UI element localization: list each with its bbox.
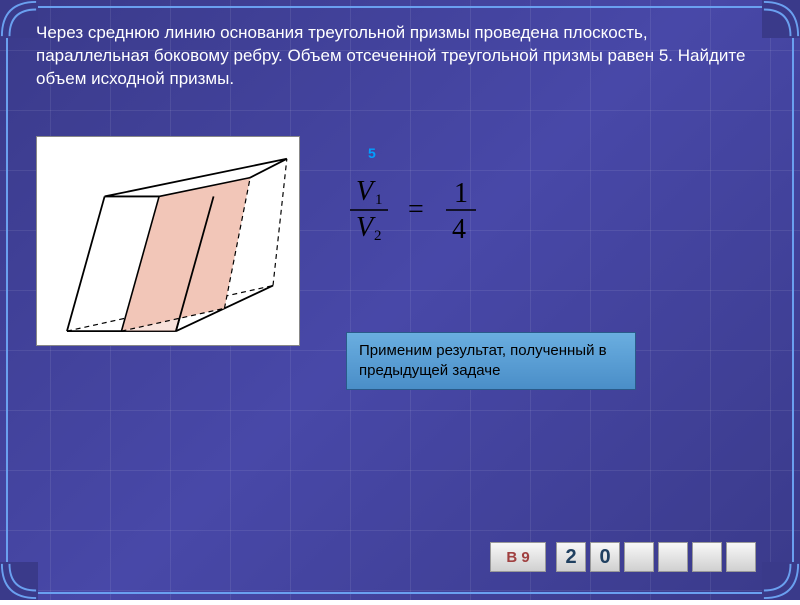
hint-text: Применим результат, полученный в предыду… — [359, 342, 607, 379]
corner-decoration-bl — [0, 562, 38, 600]
slide: Через среднюю линию основания треугольно… — [0, 0, 800, 600]
svg-text:V: V — [356, 212, 376, 243]
corner-decoration-tl — [0, 0, 38, 38]
answer-cell-2 — [624, 542, 654, 572]
answer-cell-1: 0 — [590, 542, 620, 572]
svg-text:1: 1 — [375, 192, 383, 208]
answer-task-label: В 9 — [490, 542, 546, 572]
svg-text:4: 4 — [452, 214, 466, 244]
prism-figure — [36, 136, 300, 346]
value-label: 5 — [368, 145, 376, 161]
svg-text:V: V — [356, 176, 376, 207]
answer-cell-5 — [726, 542, 756, 572]
volume-ratio-formula: V 1 V 2 = 1 4 — [342, 172, 572, 244]
hint-callout: Применим результат, полученный в предыду… — [346, 332, 636, 390]
svg-text:=: = — [408, 194, 424, 225]
answer-cell-3 — [658, 542, 688, 572]
answer-cell-4 — [692, 542, 722, 572]
corner-decoration-br — [762, 562, 800, 600]
answer-cell-0: 2 — [556, 542, 586, 572]
svg-text:1: 1 — [454, 178, 468, 209]
corner-decoration-tr — [762, 0, 800, 38]
svg-text:2: 2 — [374, 228, 382, 244]
problem-text: Через среднюю линию основания треугольно… — [36, 22, 760, 91]
answer-row: В 9 2 0 — [490, 542, 756, 572]
